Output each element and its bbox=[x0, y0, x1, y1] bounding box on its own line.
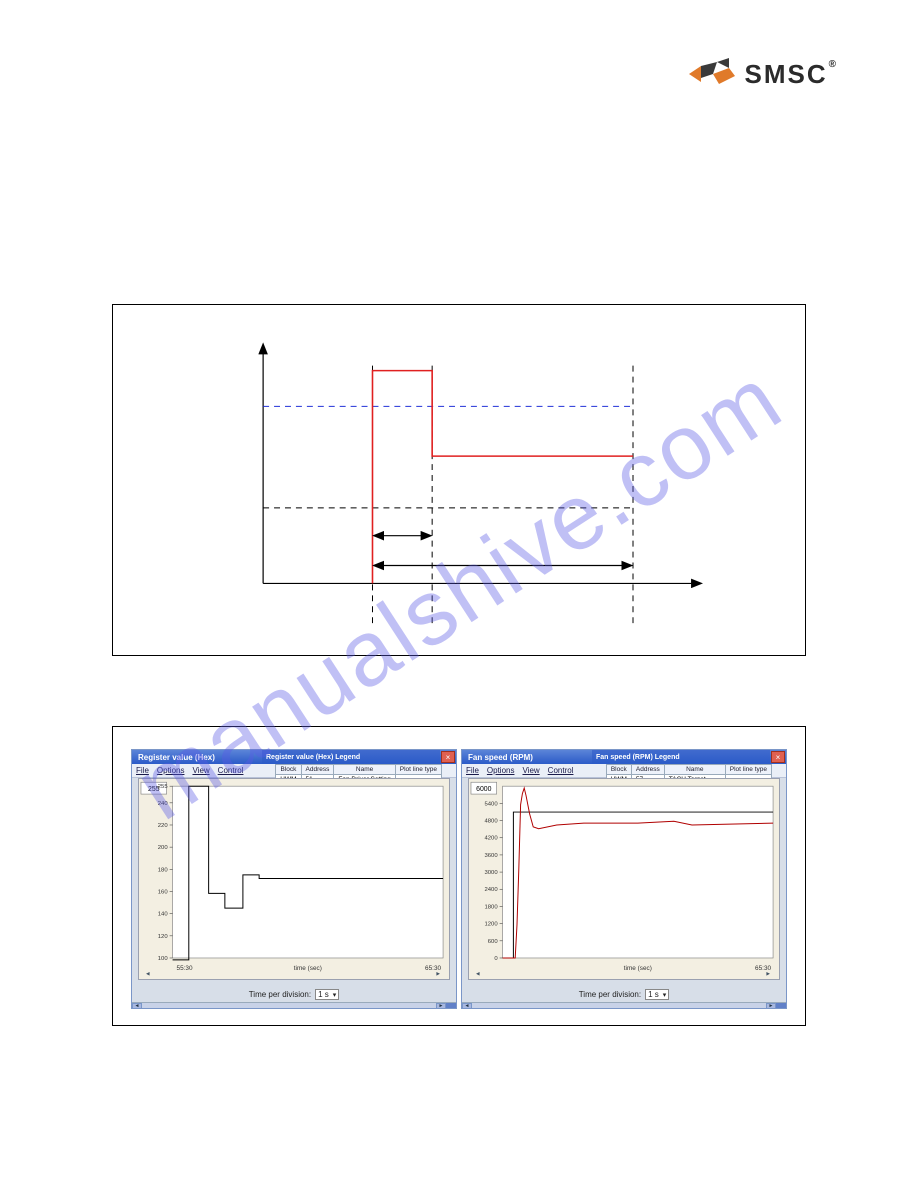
scroll-left-icon[interactable]: ◄ bbox=[462, 1003, 472, 1009]
scroll-left-icon[interactable]: ◄ bbox=[132, 1003, 142, 1009]
legend-col-block: Block bbox=[276, 765, 301, 775]
time-per-division: Time per division: 1 s ▾ bbox=[132, 989, 456, 1000]
legend-col-plotline: Plot line type bbox=[395, 765, 441, 775]
resize-handle-icon[interactable] bbox=[446, 1003, 456, 1009]
svg-text:1200: 1200 bbox=[484, 922, 498, 928]
svg-text:►: ► bbox=[765, 972, 771, 978]
legend-col-address: Address bbox=[301, 765, 334, 775]
svg-text:◄: ◄ bbox=[145, 972, 151, 978]
menu-control[interactable]: Control bbox=[218, 766, 244, 775]
menu-file[interactable]: File bbox=[466, 766, 479, 775]
menu-view[interactable]: View bbox=[192, 766, 209, 775]
window-titlebar: Register value (Hex) Register value (Hex… bbox=[132, 750, 456, 764]
chevron-down-icon: ▾ bbox=[659, 991, 667, 999]
svg-text:5400: 5400 bbox=[484, 801, 498, 807]
svg-text:time (sec): time (sec) bbox=[624, 965, 652, 972]
legend-col-block: Block bbox=[606, 765, 631, 775]
scroll-right-icon[interactable]: ► bbox=[766, 1003, 776, 1009]
svg-text:3000: 3000 bbox=[484, 870, 498, 876]
plot-area: 25510012014016018020022024025555:3065:30… bbox=[138, 778, 450, 980]
legend-col-name: Name bbox=[334, 765, 395, 775]
panel-register-value: Register value (Hex) Register value (Hex… bbox=[131, 749, 457, 1009]
time-select[interactable]: 1 s ▾ bbox=[315, 989, 339, 1000]
menu-file[interactable]: File bbox=[136, 766, 149, 775]
svg-text:140: 140 bbox=[158, 912, 169, 918]
chevron-down-icon: ▾ bbox=[329, 991, 337, 999]
window-title: Fan speed (RPM) bbox=[462, 753, 592, 762]
page: SMSC® manualshive.com Register value (He… bbox=[0, 0, 918, 1188]
window-title: Register value (Hex) bbox=[132, 753, 262, 762]
svg-text:1800: 1800 bbox=[484, 904, 498, 910]
svg-text:3600: 3600 bbox=[484, 853, 498, 859]
svg-text:180: 180 bbox=[158, 867, 169, 873]
svg-text:240: 240 bbox=[158, 801, 169, 807]
resize-handle-icon[interactable] bbox=[776, 1003, 786, 1009]
svg-text:4200: 4200 bbox=[484, 836, 498, 842]
close-icon[interactable]: × bbox=[441, 751, 455, 763]
svg-text:►: ► bbox=[435, 972, 441, 978]
svg-text:120: 120 bbox=[158, 934, 169, 940]
registered-icon: ® bbox=[829, 59, 838, 70]
svg-text:100: 100 bbox=[158, 956, 169, 962]
time-per-division: Time per division: 1 s ▾ bbox=[462, 989, 786, 1000]
svg-text:4800: 4800 bbox=[484, 819, 498, 825]
horizontal-scrollbar[interactable]: ◄ ► bbox=[462, 1002, 786, 1008]
legend-col-plotline: Plot line type bbox=[725, 765, 771, 775]
time-label: Time per division: bbox=[579, 990, 641, 999]
panel-fan-speed: Fan speed (RPM) Fan speed (RPM) Legend ×… bbox=[461, 749, 787, 1009]
legend-col-address: Address bbox=[631, 765, 664, 775]
logo-text-value: SMSC bbox=[745, 59, 828, 90]
svg-text:55:30: 55:30 bbox=[177, 965, 193, 972]
svg-text:600: 600 bbox=[488, 939, 499, 945]
scroll-right-icon[interactable]: ► bbox=[436, 1003, 446, 1009]
legend-col-name: Name bbox=[664, 765, 725, 775]
time-select[interactable]: 1 s ▾ bbox=[645, 989, 669, 1000]
logo: SMSC® bbox=[689, 56, 839, 92]
menu-options[interactable]: Options bbox=[487, 766, 515, 775]
svg-text:6000: 6000 bbox=[476, 786, 492, 793]
menu-options[interactable]: Options bbox=[157, 766, 185, 775]
menu-control[interactable]: Control bbox=[548, 766, 574, 775]
logo-text: SMSC® bbox=[745, 59, 839, 90]
svg-text:2400: 2400 bbox=[484, 887, 498, 893]
svg-text:0: 0 bbox=[494, 956, 498, 962]
svg-text:time (sec): time (sec) bbox=[294, 965, 322, 972]
legend-titlebar: Fan speed (RPM) Legend bbox=[592, 750, 770, 764]
figure-step-response bbox=[112, 304, 806, 656]
figure-screenshots: Register value (Hex) Register value (Hex… bbox=[112, 726, 806, 1026]
legend-titlebar: Register value (Hex) Legend bbox=[262, 750, 440, 764]
logo-mark-icon bbox=[689, 56, 735, 92]
menu-view[interactable]: View bbox=[522, 766, 539, 775]
svg-text:160: 160 bbox=[158, 889, 169, 895]
svg-text:200: 200 bbox=[158, 845, 169, 851]
close-icon[interactable]: × bbox=[771, 751, 785, 763]
svg-text:◄: ◄ bbox=[475, 972, 481, 978]
svg-text:220: 220 bbox=[158, 823, 169, 829]
time-label: Time per division: bbox=[249, 990, 311, 999]
svg-text:255: 255 bbox=[158, 784, 169, 790]
window-titlebar: Fan speed (RPM) Fan speed (RPM) Legend × bbox=[462, 750, 786, 764]
plot-area: 6000 0 600 1200 1800 2400 3000 3600 4200 4800 5400… bbox=[468, 778, 780, 980]
horizontal-scrollbar[interactable]: ◄ ► bbox=[132, 1002, 456, 1008]
